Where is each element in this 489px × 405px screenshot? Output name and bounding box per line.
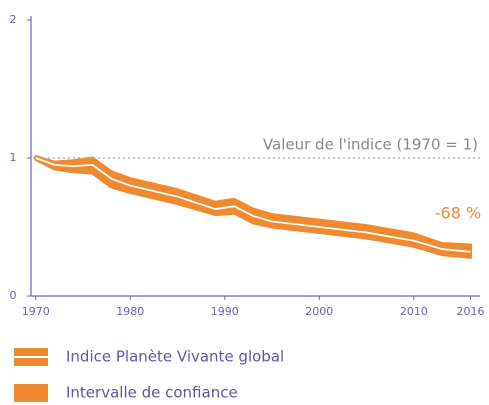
reference-label: Valeur de l'indice (1970 = 1) (263, 136, 478, 154)
y-tick-label: 1 (10, 151, 17, 164)
x-tick-label: 2010 (400, 305, 428, 318)
x-tick-label: 1970 (22, 305, 50, 318)
x-tick-label: 2016 (457, 305, 485, 318)
y-tick-label: 0 (10, 289, 17, 302)
legend-band-swatch (14, 384, 48, 402)
legend: Indice Planète Vivante global Intervalle… (14, 348, 284, 402)
legend-label: Intervalle de confiance (66, 384, 238, 402)
x-tick-label: 1990 (211, 305, 239, 318)
x-tick-label: 1980 (116, 305, 144, 318)
x-tick-label: 2000 (305, 305, 333, 318)
annotation: -68 % (435, 204, 481, 223)
y-tick-label: 2 (10, 13, 17, 26)
legend-label: Indice Planète Vivante global (66, 348, 284, 366)
index-line (35, 157, 471, 253)
